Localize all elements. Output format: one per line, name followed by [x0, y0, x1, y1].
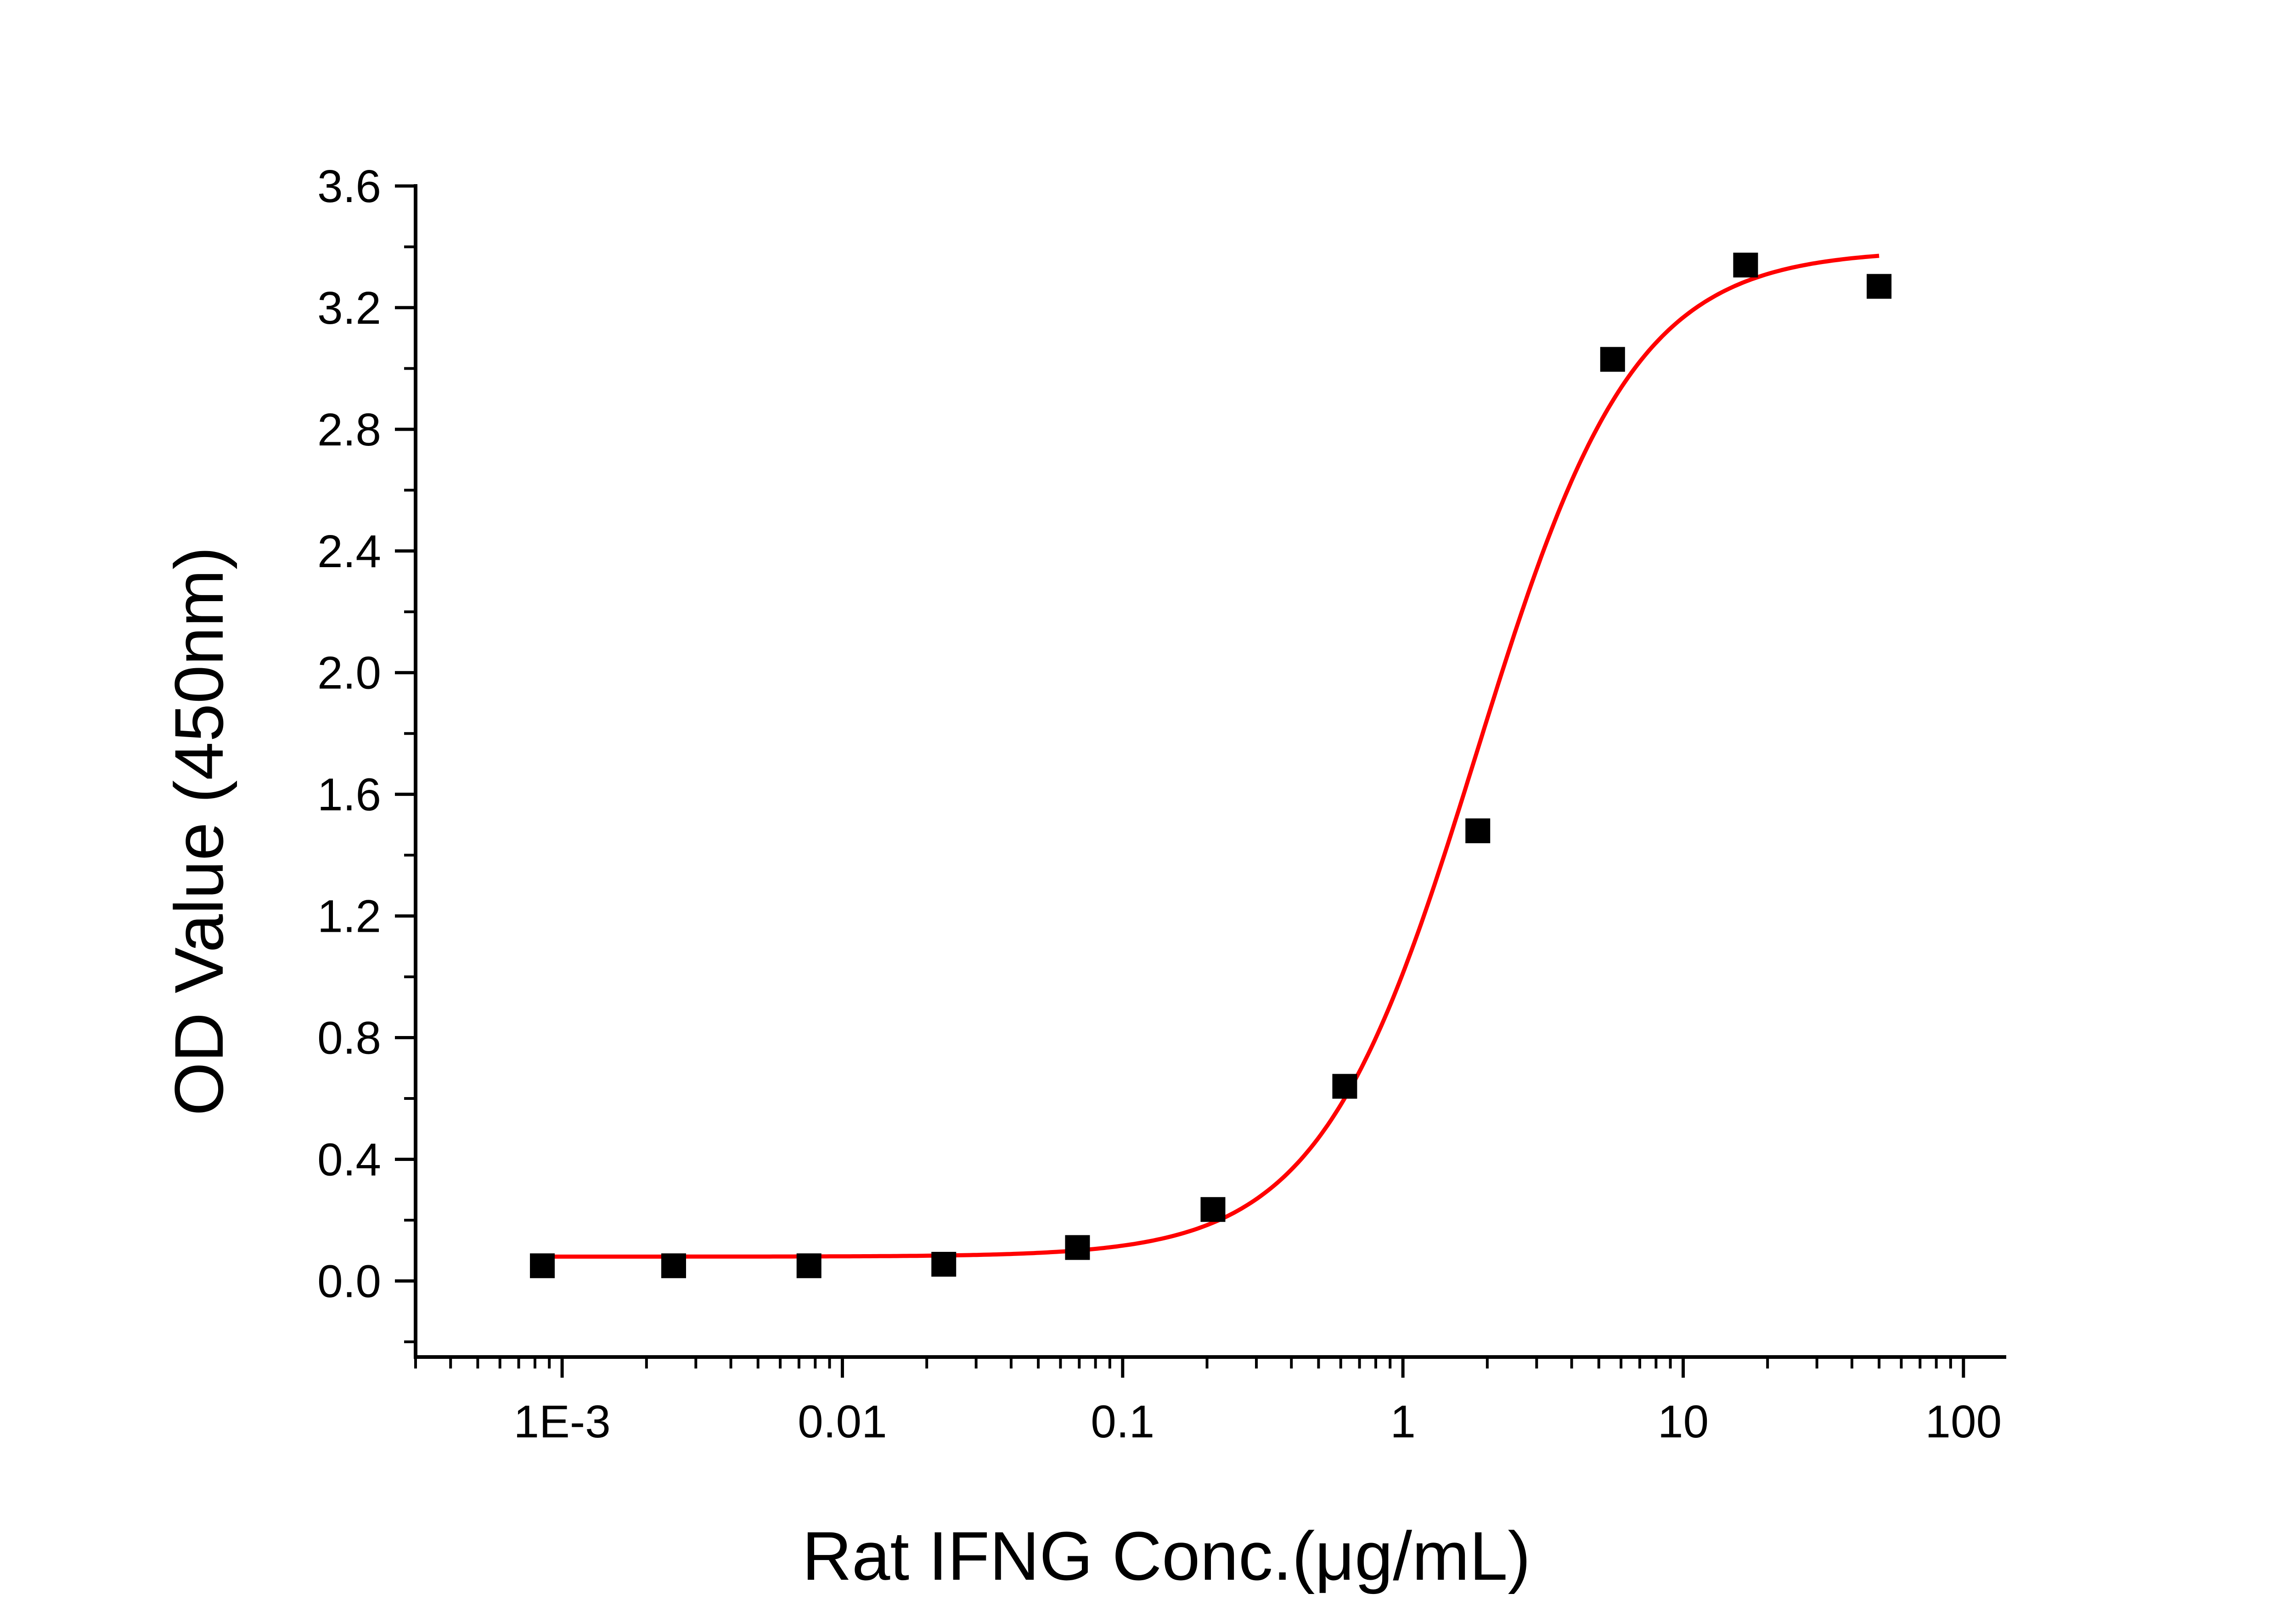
x-axis-title: Rat IFNG Conc.(μg/mL)	[802, 1517, 1531, 1594]
x-axis-ticks: 1E-3 0.01 0.1 1 10 100	[414, 1357, 2002, 1447]
x-tick-label: 100	[1925, 1396, 2002, 1447]
data-point	[1332, 1074, 1357, 1099]
x-tick-label: 1	[1390, 1396, 1416, 1447]
data-point	[1465, 818, 1491, 844]
y-tick-label: 0.4	[317, 1134, 381, 1185]
y-axis-ticks: 0.0 0.4 0.8 1.2 1.6 2.0 2.4 2.8 3.2 3.6	[317, 161, 416, 1343]
y-tick-label: 2.4	[317, 526, 381, 577]
data-points	[530, 253, 1892, 1278]
y-tick-label: 3.2	[317, 282, 381, 334]
data-point	[796, 1253, 822, 1278]
x-tick-label: 10	[1658, 1396, 1709, 1447]
y-tick-label: 3.6	[317, 161, 381, 212]
x-tick-label: 0.01	[798, 1396, 887, 1447]
y-tick-label: 1.6	[317, 769, 381, 821]
y-tick-label: 0.0	[317, 1256, 381, 1307]
x-tick-label: 1E-3	[514, 1396, 611, 1447]
data-point	[931, 1251, 957, 1277]
y-tick-label: 2.8	[317, 404, 381, 456]
data-point	[1200, 1197, 1226, 1222]
y-axis-title: OD Value (450nm)	[160, 546, 237, 1115]
fit-curve-group	[542, 253, 1880, 1259]
data-point	[1600, 347, 1625, 372]
axes	[414, 184, 2006, 1359]
y-tick-label: 2.0	[317, 648, 381, 699]
data-point	[530, 1253, 555, 1278]
data-point	[1733, 253, 1758, 278]
data-point	[1065, 1235, 1090, 1260]
y-tick-label: 0.8	[317, 1013, 381, 1064]
data-point	[1867, 274, 1892, 299]
y-tick-label: 1.2	[317, 891, 381, 942]
data-point	[661, 1253, 687, 1278]
x-tick-label: 0.1	[1091, 1396, 1154, 1447]
fit-curve	[542, 253, 1880, 1259]
